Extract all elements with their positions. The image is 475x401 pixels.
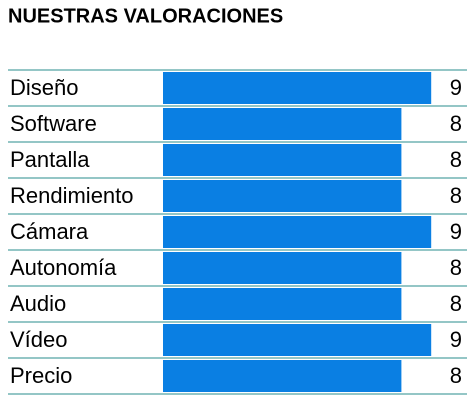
category-label: Pantalla: [10, 147, 90, 172]
bar: [163, 288, 402, 320]
category-label: Vídeo: [10, 327, 68, 352]
category-label: Audio: [10, 291, 66, 316]
bar: [163, 108, 402, 140]
bar: [163, 180, 402, 212]
category-label: Autonomía: [10, 255, 117, 280]
bar: [163, 72, 432, 104]
bar: [163, 252, 402, 284]
category-label: Rendimiento: [10, 183, 134, 208]
value-label: 9: [450, 327, 462, 352]
value-label: 8: [450, 183, 462, 208]
value-label: 8: [450, 111, 462, 136]
bar: [163, 360, 402, 392]
value-label: 9: [450, 219, 462, 244]
chart-title: NUESTRAS VALORACIONES: [8, 5, 283, 27]
category-label: Cámara: [10, 219, 89, 244]
bar: [163, 324, 432, 356]
value-label: 8: [450, 255, 462, 280]
bar: [163, 216, 432, 248]
category-label: Diseño: [10, 75, 78, 100]
category-label: Precio: [10, 363, 72, 388]
value-label: 9: [450, 75, 462, 100]
value-label: 8: [450, 363, 462, 388]
value-label: 8: [450, 291, 462, 316]
bar: [163, 144, 402, 176]
category-label: Software: [10, 111, 97, 136]
value-label: 8: [450, 147, 462, 172]
